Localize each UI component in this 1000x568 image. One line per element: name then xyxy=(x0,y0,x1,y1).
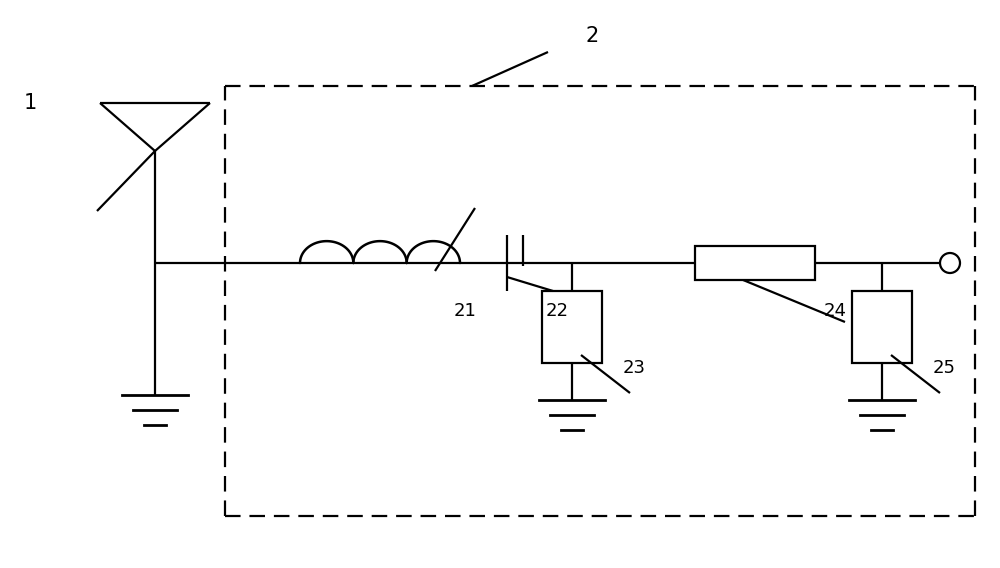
Text: 21: 21 xyxy=(454,302,476,320)
Text: 24: 24 xyxy=(824,302,846,320)
Text: 1: 1 xyxy=(23,93,37,113)
Text: 2: 2 xyxy=(585,26,599,46)
Text: 23: 23 xyxy=(622,359,646,377)
Bar xyxy=(852,291,912,363)
Text: 22: 22 xyxy=(546,302,568,320)
Bar xyxy=(695,246,815,280)
Bar xyxy=(542,291,602,363)
Text: 25: 25 xyxy=(932,359,956,377)
Circle shape xyxy=(941,254,959,272)
